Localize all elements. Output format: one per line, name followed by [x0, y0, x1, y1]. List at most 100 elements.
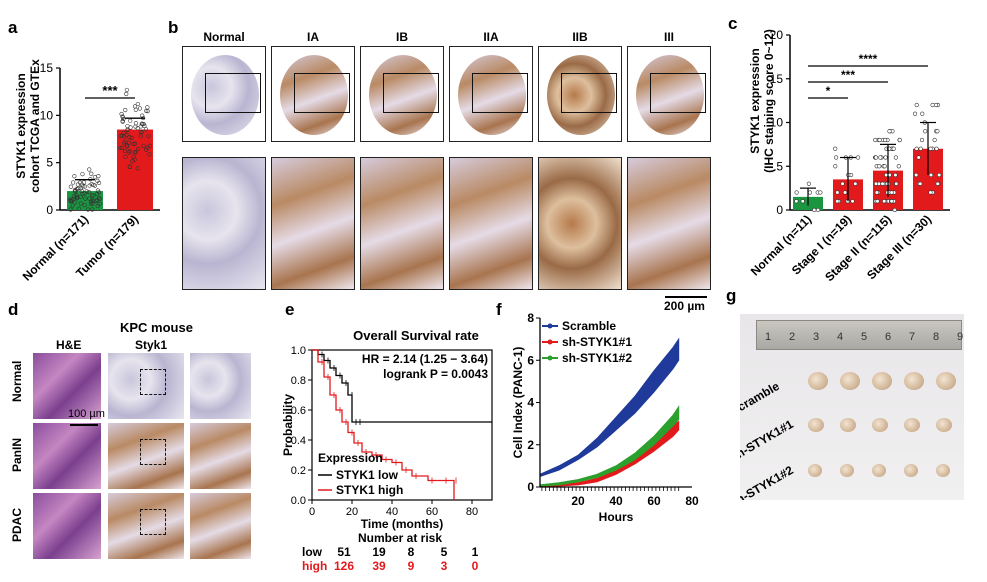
- panel-a-point: [139, 129, 144, 134]
- panel-a-point: [68, 207, 73, 212]
- panel-c-point: [914, 172, 919, 178]
- panel-a-point: [120, 119, 125, 124]
- panel-a-point: [94, 198, 99, 203]
- panel-a-point: [145, 105, 150, 110]
- panel-c-point: [891, 146, 896, 151]
- panel-b-header: IIB: [572, 30, 588, 44]
- panel-a-point: [90, 207, 95, 212]
- panel-f-xtick-label: 20: [571, 494, 585, 508]
- panel-label-g: g: [726, 286, 737, 305]
- panel-a-point: [88, 201, 94, 206]
- panel-a-point: [80, 172, 85, 177]
- panel-b-header: IA: [307, 30, 319, 44]
- panel-a-point: [141, 143, 146, 148]
- panel-b-header: IB: [396, 30, 408, 44]
- panel-f-legend-marker: [547, 355, 553, 361]
- panel-c-point: [896, 164, 901, 169]
- panel-d-zoom-box: [140, 439, 166, 465]
- panel-a-point: [89, 199, 94, 204]
- panel-d-scalebar: [70, 424, 98, 426]
- panel-b-zoom-tile: [538, 157, 622, 290]
- ruler-number: 4: [837, 331, 844, 343]
- panel-a-point: [70, 203, 75, 208]
- tumor: [936, 464, 950, 477]
- panel-a-point: [127, 135, 132, 140]
- panel-b-zoom-tile: [360, 157, 444, 290]
- panel-b-tissue-core: [547, 55, 615, 135]
- panel-a-point: [132, 157, 137, 162]
- panel-c-point: [794, 199, 799, 204]
- panel-c-ytick-label: 15: [770, 72, 784, 86]
- panel-d-tile: [32, 422, 102, 490]
- panel-e-risk-low: 5: [441, 545, 448, 559]
- panel-c-point: [873, 137, 878, 143]
- panel-a-point: [135, 166, 140, 171]
- panel-c-point: [882, 164, 887, 169]
- tumor: [936, 418, 952, 432]
- panel-a-point: [127, 164, 132, 169]
- panel-c-point: [882, 199, 887, 204]
- panel-d-title: KPC mouse: [120, 320, 193, 335]
- panel-a-point: [68, 199, 74, 204]
- panel-d-col-styk1: Styk1: [135, 338, 168, 352]
- panel-c-point: [892, 207, 897, 213]
- panel-c-point: [928, 146, 933, 151]
- panel-a-point: [68, 184, 73, 189]
- panel-e-legend-title: Expression: [318, 451, 383, 465]
- panel-b-core-tile: [271, 46, 355, 142]
- panel-a-point: [89, 182, 94, 187]
- panel-c-point: [850, 199, 855, 204]
- panel-e-risk-high: 3: [441, 559, 448, 573]
- panel-a-ytick-label: 15: [40, 61, 54, 75]
- panel-c-point: [893, 155, 899, 160]
- panel-f-series-band: [539, 337, 680, 478]
- ruler-number: 7: [909, 331, 916, 343]
- panel-a-point: [127, 140, 132, 145]
- panel-f-ytick-label: 2: [527, 438, 534, 452]
- panel-a-point: [71, 180, 76, 185]
- panel-b-zoom-box: [205, 73, 261, 113]
- panel-f-ytick-label: 0: [527, 480, 534, 494]
- panel-label-b: b: [168, 18, 179, 37]
- panel-a-point: [119, 145, 124, 151]
- panel-f-legend-label: sh-STYK1#1: [562, 335, 632, 349]
- tumor: [904, 418, 920, 432]
- panel-e-legend-high: STYK1 high: [336, 483, 403, 497]
- panel-b-header: Normal: [203, 30, 245, 44]
- panel-b-zoom-tile: [271, 157, 355, 290]
- panel-c-ytick-label: 10: [770, 116, 784, 130]
- panel-e-risk-title: Number at risk: [358, 531, 442, 545]
- panel-e-risk-low: 1: [472, 545, 479, 559]
- panel-b-zoom-tile: [449, 157, 533, 290]
- panel-b-zoom-box: [561, 73, 617, 113]
- panel-d-scalebar-label: 100 µm: [68, 408, 105, 420]
- panel-a-point: [127, 148, 132, 154]
- panel-e-ytick-label: 0.2: [291, 465, 306, 477]
- panel-a-point: [83, 196, 88, 201]
- panel-c-point: [794, 190, 799, 195]
- tumor: [904, 464, 918, 477]
- panel-c-point: [873, 181, 879, 186]
- ruler-number: 6: [885, 331, 892, 343]
- panel-f-xlabel: Hours: [599, 510, 634, 524]
- panel-a-point: [78, 201, 83, 206]
- panel-a-point: [135, 101, 140, 107]
- panel-a-point: [135, 126, 140, 131]
- panel-label-f: f: [496, 300, 502, 319]
- panel-c-point: [923, 129, 928, 134]
- panel-b-core-tile: [182, 46, 266, 142]
- panel-c-point: [833, 146, 838, 151]
- panel-e-risk-low: 19: [372, 545, 386, 559]
- panel-a-point: [122, 134, 127, 139]
- panel-d-tile: [32, 492, 102, 560]
- panel-b-core-tile: [449, 46, 533, 142]
- panel-c-point: [873, 155, 879, 160]
- tumor: [840, 372, 860, 390]
- panel-f-xtick-label: 80: [685, 494, 699, 508]
- panel-e-risk-low: 8: [408, 545, 415, 559]
- tumor: [808, 464, 822, 477]
- panel-e-title: Overall Survival rate: [353, 328, 479, 343]
- panel-c-ytick-label: 5: [776, 159, 783, 173]
